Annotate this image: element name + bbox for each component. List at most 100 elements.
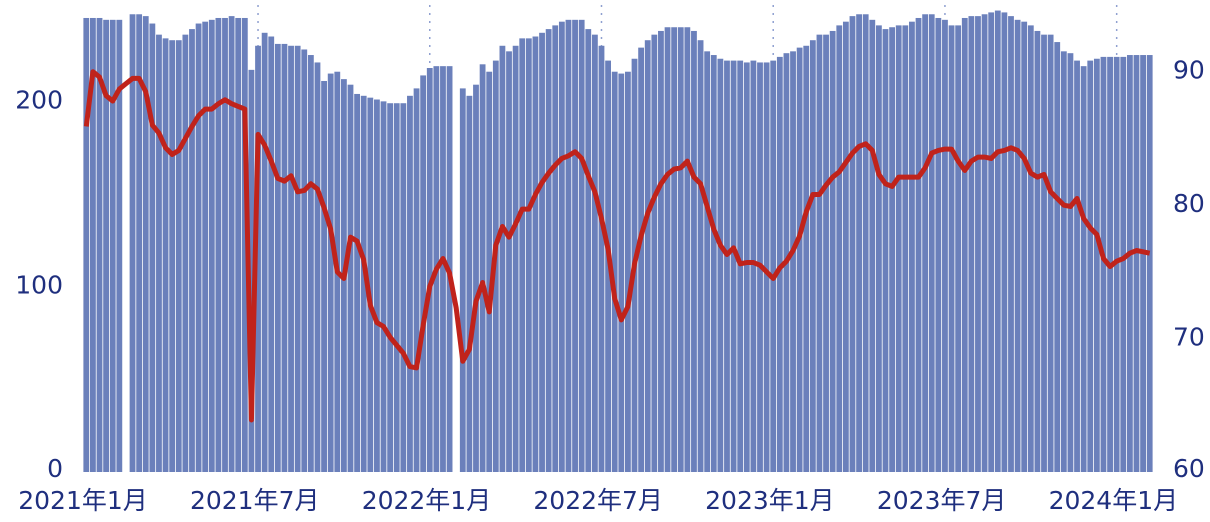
bar xyxy=(829,30,836,472)
bar xyxy=(367,97,374,473)
bar xyxy=(704,51,711,472)
bar xyxy=(638,47,645,472)
bar xyxy=(961,17,968,472)
bar xyxy=(294,45,301,473)
bar xyxy=(1027,25,1034,473)
bar xyxy=(1021,21,1028,473)
bar xyxy=(360,95,367,473)
bar xyxy=(1120,56,1127,473)
line xyxy=(83,69,1151,423)
bar xyxy=(882,29,889,472)
bar xyxy=(387,103,394,472)
y2-tick-label: 80 xyxy=(1173,189,1205,218)
bar xyxy=(1100,56,1107,473)
y2-tick-label: 90 xyxy=(1173,56,1205,85)
x-tick-label: 2023年7月 xyxy=(877,486,1007,515)
bar xyxy=(374,99,380,472)
bar xyxy=(321,80,327,472)
bar xyxy=(182,34,189,473)
bar xyxy=(479,64,486,473)
bar xyxy=(902,25,909,473)
bar xyxy=(730,60,737,472)
bar xyxy=(994,10,1001,473)
bar xyxy=(809,40,816,472)
x-tick-label: 2021年7月 xyxy=(190,486,320,515)
bar xyxy=(208,19,215,472)
bar xyxy=(1140,55,1146,473)
bar xyxy=(671,27,678,472)
bar xyxy=(268,36,275,472)
bar xyxy=(426,68,433,472)
bar xyxy=(664,27,671,472)
bar xyxy=(856,14,862,473)
bar xyxy=(889,27,896,472)
bar xyxy=(1133,55,1140,473)
bar xyxy=(618,73,625,473)
bar xyxy=(796,47,803,472)
bar xyxy=(407,95,413,473)
x-tick-label: 2023年1月 xyxy=(705,486,835,515)
bar xyxy=(473,84,479,472)
bar xyxy=(241,17,248,472)
bar xyxy=(942,19,948,472)
bar xyxy=(96,17,103,472)
bar xyxy=(644,40,651,472)
bar xyxy=(836,25,843,473)
bar xyxy=(968,16,975,472)
bar xyxy=(770,60,777,472)
bar xyxy=(90,17,96,472)
bar xyxy=(413,88,420,473)
bar xyxy=(248,69,255,472)
bar xyxy=(420,75,427,473)
bar xyxy=(578,19,585,472)
bar xyxy=(354,93,361,472)
bar xyxy=(274,43,281,473)
bar xyxy=(116,19,123,472)
bar xyxy=(763,62,770,472)
bar xyxy=(1080,66,1087,473)
bar xyxy=(842,21,849,473)
bar xyxy=(790,51,796,472)
bar xyxy=(1093,58,1100,472)
bar xyxy=(625,71,631,472)
bar xyxy=(1087,60,1094,472)
bar xyxy=(803,45,810,473)
bar xyxy=(651,34,658,473)
bar xyxy=(136,14,143,473)
bar xyxy=(109,19,116,472)
bar xyxy=(261,32,268,473)
bar xyxy=(849,16,856,472)
bar xyxy=(506,51,512,472)
bar xyxy=(255,45,261,473)
bar xyxy=(1034,30,1041,472)
bar xyxy=(717,58,724,472)
bar xyxy=(499,45,506,473)
bar xyxy=(750,60,757,472)
bar xyxy=(697,40,704,472)
bar xyxy=(1008,16,1014,472)
bar xyxy=(558,21,565,473)
bar xyxy=(724,60,730,472)
bar xyxy=(928,14,935,473)
bar xyxy=(539,32,545,473)
y2-tick-label: 70 xyxy=(1173,323,1205,352)
x-tick-label: 2024年1月 xyxy=(1049,486,1179,515)
x-tick-label: 2021年1月 xyxy=(18,486,148,515)
bar xyxy=(691,30,697,472)
bar xyxy=(975,16,981,472)
bar xyxy=(816,34,823,473)
bar xyxy=(512,45,519,473)
bar xyxy=(129,14,136,473)
bar xyxy=(195,23,202,473)
bar xyxy=(1060,51,1067,472)
bar xyxy=(955,25,962,473)
bar xyxy=(1054,42,1061,473)
y2-tick-label: 60 xyxy=(1173,454,1205,483)
bar xyxy=(380,101,387,472)
bar xyxy=(281,43,288,473)
bar xyxy=(301,49,308,472)
bar xyxy=(532,36,539,472)
bar xyxy=(440,66,446,473)
bar xyxy=(235,17,242,472)
